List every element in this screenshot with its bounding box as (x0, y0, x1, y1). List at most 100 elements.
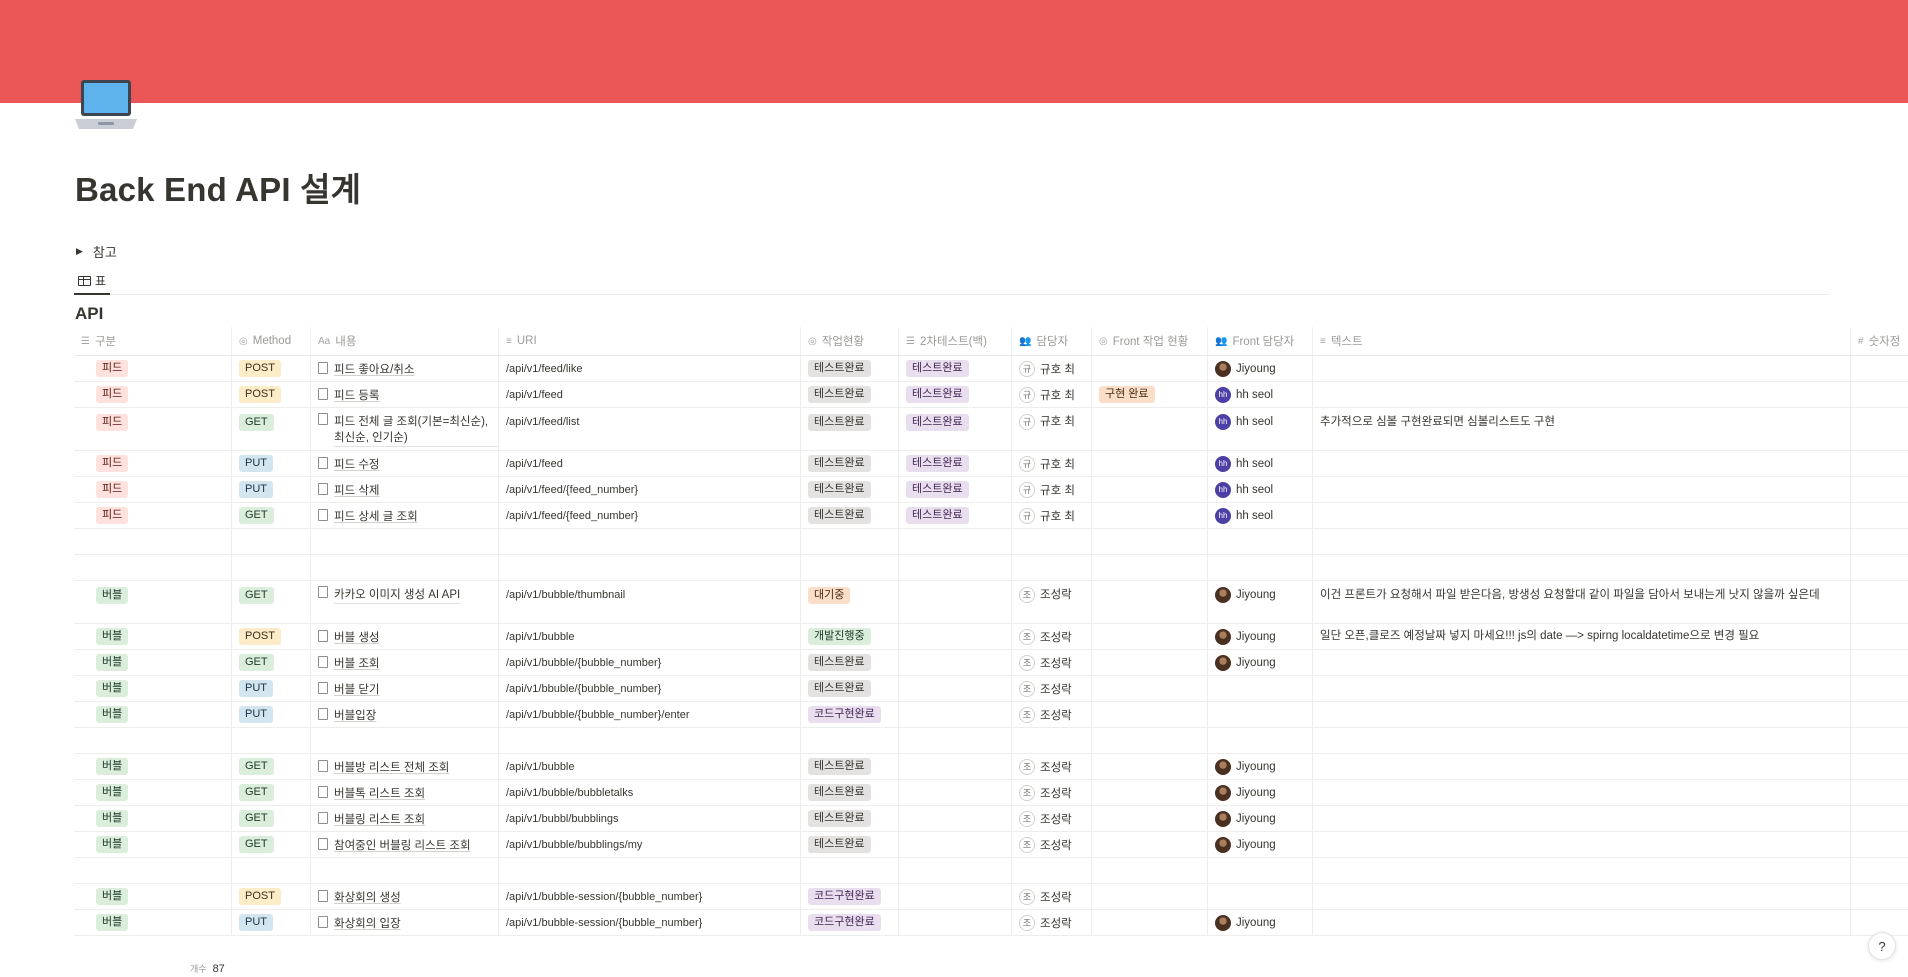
cell-method[interactable]: PUT (232, 451, 311, 476)
owner-person[interactable]: 조 조성락 (1019, 654, 1072, 671)
cell-content[interactable]: 버블 닫기 (311, 676, 499, 701)
tab-table-view[interactable]: 표 (74, 268, 111, 295)
cell-front_owner[interactable]: Jiyoung (1208, 780, 1313, 805)
cell-status[interactable] (801, 529, 899, 554)
front-owner-person[interactable]: hh hh seol (1215, 481, 1273, 498)
cell-owner[interactable]: 조 조성락 (1012, 624, 1092, 649)
column-header-owner[interactable]: 👥 담당자 (1012, 327, 1092, 355)
cell-front_status[interactable] (1092, 555, 1208, 580)
column-header-status[interactable]: ◎ 작업현황 (801, 327, 899, 355)
cell-status[interactable]: 테스트완료 (801, 356, 899, 381)
cell-category[interactable]: 피드 (74, 477, 232, 502)
cell-front_status[interactable] (1092, 676, 1208, 701)
cell-uri[interactable]: /api/v1/bubbl/bubblings (499, 806, 801, 831)
cell-method[interactable]: PUT (232, 676, 311, 701)
cell-owner[interactable] (1012, 529, 1092, 554)
cell-method[interactable]: PUT (232, 477, 311, 502)
cell-text[interactable] (1313, 910, 1851, 935)
cell-owner[interactable]: 조 조성락 (1012, 754, 1092, 779)
cell-status[interactable]: 대기중 (801, 581, 899, 623)
cell-uri[interactable]: /api/v1/bubble/bubbletalks (499, 780, 801, 805)
table-row[interactable]: 버블 PUT 버블입장/api/v1/bubble/{bubble_number}/… (74, 702, 1908, 728)
cell-method[interactable]: PUT (232, 910, 311, 935)
cell-front_status[interactable] (1092, 754, 1208, 779)
cell-owner[interactable]: 조 조성락 (1012, 884, 1092, 909)
front-owner-person[interactable]: Jiyoung (1215, 654, 1276, 671)
front-owner-person[interactable]: hh hh seol (1215, 455, 1273, 472)
cell-category[interactable]: 버블 (74, 884, 232, 909)
cell-front_owner[interactable]: hh hh seol (1208, 477, 1313, 502)
cell-number[interactable] (1851, 356, 1908, 381)
cell-test2[interactable] (899, 676, 1012, 701)
cell-status[interactable]: 테스트완료 (801, 676, 899, 701)
table-row[interactable]: 버블 GET 버블방 리스트 전체 조회/api/v1/bubble 테스트완료 조 조성… (74, 754, 1908, 780)
cell-method[interactable]: GET (232, 650, 311, 675)
cell-text[interactable] (1313, 806, 1851, 831)
owner-person[interactable]: 규 규호 최 (1019, 360, 1075, 377)
cell-method[interactable] (232, 529, 311, 554)
table-row[interactable]: 피드 POST 피드 좋아요/취소/api/v1/feed/like 테스트완료 테스트… (74, 356, 1908, 382)
cell-method[interactable] (232, 555, 311, 580)
cell-number[interactable] (1851, 728, 1908, 753)
cell-front_owner[interactable]: Jiyoung (1208, 910, 1313, 935)
cell-owner[interactable]: 규 규호 최 (1012, 382, 1092, 407)
owner-person[interactable]: 규 규호 최 (1019, 481, 1075, 498)
cell-test2[interactable]: 테스트완료 (899, 451, 1012, 476)
cell-text[interactable] (1313, 477, 1851, 502)
laptop-icon[interactable] (72, 76, 140, 134)
column-header-uri[interactable]: ≡ URI (499, 327, 801, 355)
cell-content[interactable]: 피드 상세 글 조회 (311, 503, 499, 528)
cell-front_owner[interactable]: Jiyoung (1208, 581, 1313, 623)
table-row[interactable]: 피드 GET 피드 전체 글 조회(기본=최신순),최신순, 인기순) /api/v1… (74, 408, 1908, 451)
table-row[interactable]: 버블 GET 버블 조회/api/v1/bubble/{bubble_number}… (74, 650, 1908, 676)
cell-text[interactable] (1313, 529, 1851, 554)
cell-front_owner[interactable] (1208, 858, 1313, 883)
column-header-category[interactable]: ☰ 구분 (74, 327, 232, 355)
cell-owner[interactable]: 조 조성락 (1012, 832, 1092, 857)
cell-front_owner[interactable] (1208, 676, 1313, 701)
row-title[interactable]: 버블 조회 (334, 657, 380, 670)
cell-owner[interactable]: 규 규호 최 (1012, 451, 1092, 476)
cell-category[interactable]: 버블 (74, 832, 232, 857)
cell-uri[interactable] (499, 858, 801, 883)
front-owner-person[interactable]: Jiyoung (1215, 628, 1276, 645)
cell-category[interactable]: 버블 (74, 910, 232, 935)
row-title[interactable]: 버블입장 (334, 709, 377, 722)
cell-content[interactable]: 피드 삭제 (311, 477, 499, 502)
cell-method[interactable] (232, 858, 311, 883)
cell-front_status[interactable] (1092, 529, 1208, 554)
cell-uri[interactable]: /api/v1/feed (499, 382, 801, 407)
cell-method[interactable]: GET (232, 754, 311, 779)
front-owner-person[interactable]: hh hh seol (1215, 507, 1273, 524)
cell-text[interactable] (1313, 451, 1851, 476)
row-title[interactable]: 피드 전체 글 조회(기본=최신순),최신순, 인기순) (334, 414, 498, 447)
cell-front_owner[interactable]: hh hh seol (1208, 451, 1313, 476)
owner-person[interactable]: 조 조성락 (1019, 784, 1072, 801)
cell-front_owner[interactable]: Jiyoung (1208, 806, 1313, 831)
row-title[interactable]: 화상회의 생성 (334, 891, 401, 904)
cell-uri[interactable]: /api/v1/bubble/{bubble_number}/enter (499, 702, 801, 727)
table-row[interactable]: 버블 GET 카카오 이미지 생성 AI API/api/v1/bubble/thu… (74, 581, 1908, 624)
cell-number[interactable] (1851, 555, 1908, 580)
cell-uri[interactable] (499, 728, 801, 753)
cell-test2[interactable] (899, 702, 1012, 727)
cell-test2[interactable]: 테스트완료 (899, 408, 1012, 450)
cell-front_status[interactable] (1092, 884, 1208, 909)
front-owner-person[interactable]: Jiyoung (1215, 810, 1276, 827)
cell-category[interactable]: 버블 (74, 806, 232, 831)
cell-uri[interactable]: /api/v1/bbuble/{bubble_number} (499, 676, 801, 701)
cell-owner[interactable]: 조 조성락 (1012, 702, 1092, 727)
front-owner-person[interactable]: hh hh seol (1215, 386, 1273, 403)
cell-uri[interactable]: /api/v1/feed (499, 451, 801, 476)
cell-uri[interactable]: /api/v1/bubble (499, 754, 801, 779)
column-header-front_status[interactable]: ◎ Front 작업 현황 (1092, 327, 1208, 355)
cell-uri[interactable]: /api/v1/bubble/bubblings/my (499, 832, 801, 857)
row-title[interactable]: 버블톡 리스트 조회 (334, 787, 426, 800)
cell-number[interactable] (1851, 650, 1908, 675)
column-header-front_owner[interactable]: 👥 Front 담당자 (1208, 327, 1313, 355)
cell-category[interactable] (74, 858, 232, 883)
cell-status[interactable]: 테스트완료 (801, 650, 899, 675)
cell-owner[interactable]: 조 조성락 (1012, 676, 1092, 701)
cell-status[interactable]: 테스트완료 (801, 408, 899, 450)
cell-test2[interactable] (899, 884, 1012, 909)
